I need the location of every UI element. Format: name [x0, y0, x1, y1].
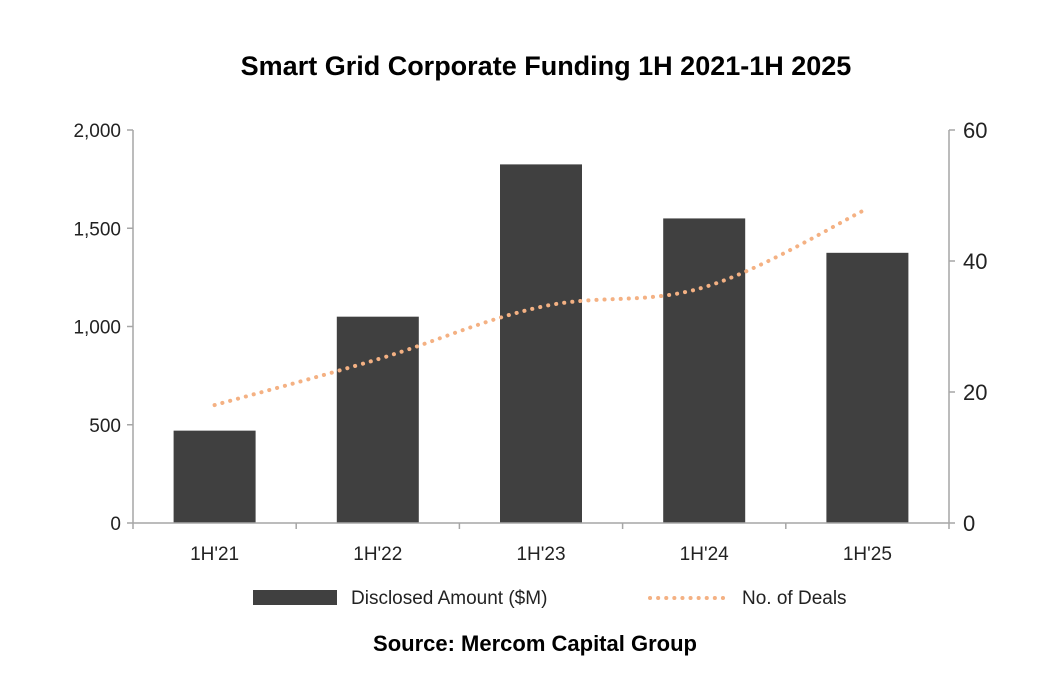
y-right-tick-label: 0 [963, 511, 975, 536]
bar-5 [826, 252, 909, 523]
y-left-tick-label: 1,000 [73, 318, 121, 339]
legend: Disclosed Amount ($M) No. of Deals [253, 588, 847, 609]
y-right-tick-label: 40 [963, 249, 987, 274]
y-right-tick-label: 60 [963, 118, 987, 143]
legend-label-disclosed-amount: Disclosed Amount ($M) [351, 588, 547, 609]
bar-4 [663, 218, 746, 524]
bar-3 [500, 164, 582, 523]
y-left-tick-label: 500 [89, 416, 121, 437]
x-tick-label: 1H'24 [680, 544, 729, 565]
bar-2 [336, 316, 419, 523]
legend-label-no-of-deals: No. of Deals [742, 588, 847, 609]
deals-line [212, 206, 870, 408]
x-tick-label: 1H'23 [516, 544, 565, 565]
x-tick-label: 1H'25 [843, 544, 892, 565]
y-right-tick-label: 20 [963, 380, 987, 405]
y-left-tick-label: 2,000 [73, 121, 121, 142]
bar-1 [173, 430, 256, 523]
y-left-tick-label: 1,500 [73, 219, 121, 240]
y-left-tick-label: 0 [110, 514, 121, 535]
x-tick-label: 1H'21 [190, 544, 239, 565]
source-note: Source: Mercom Capital Group [373, 631, 697, 656]
legend-swatch-bar [253, 590, 337, 605]
chart-title: Smart Grid Corporate Funding 1H 2021-1H … [241, 51, 852, 81]
x-tick-label: 1H'22 [353, 544, 402, 565]
plot-area: 0 500 1,000 1,500 2,000 0 20 40 60 1H'21 1H'22 1H'2… [73, 118, 987, 565]
